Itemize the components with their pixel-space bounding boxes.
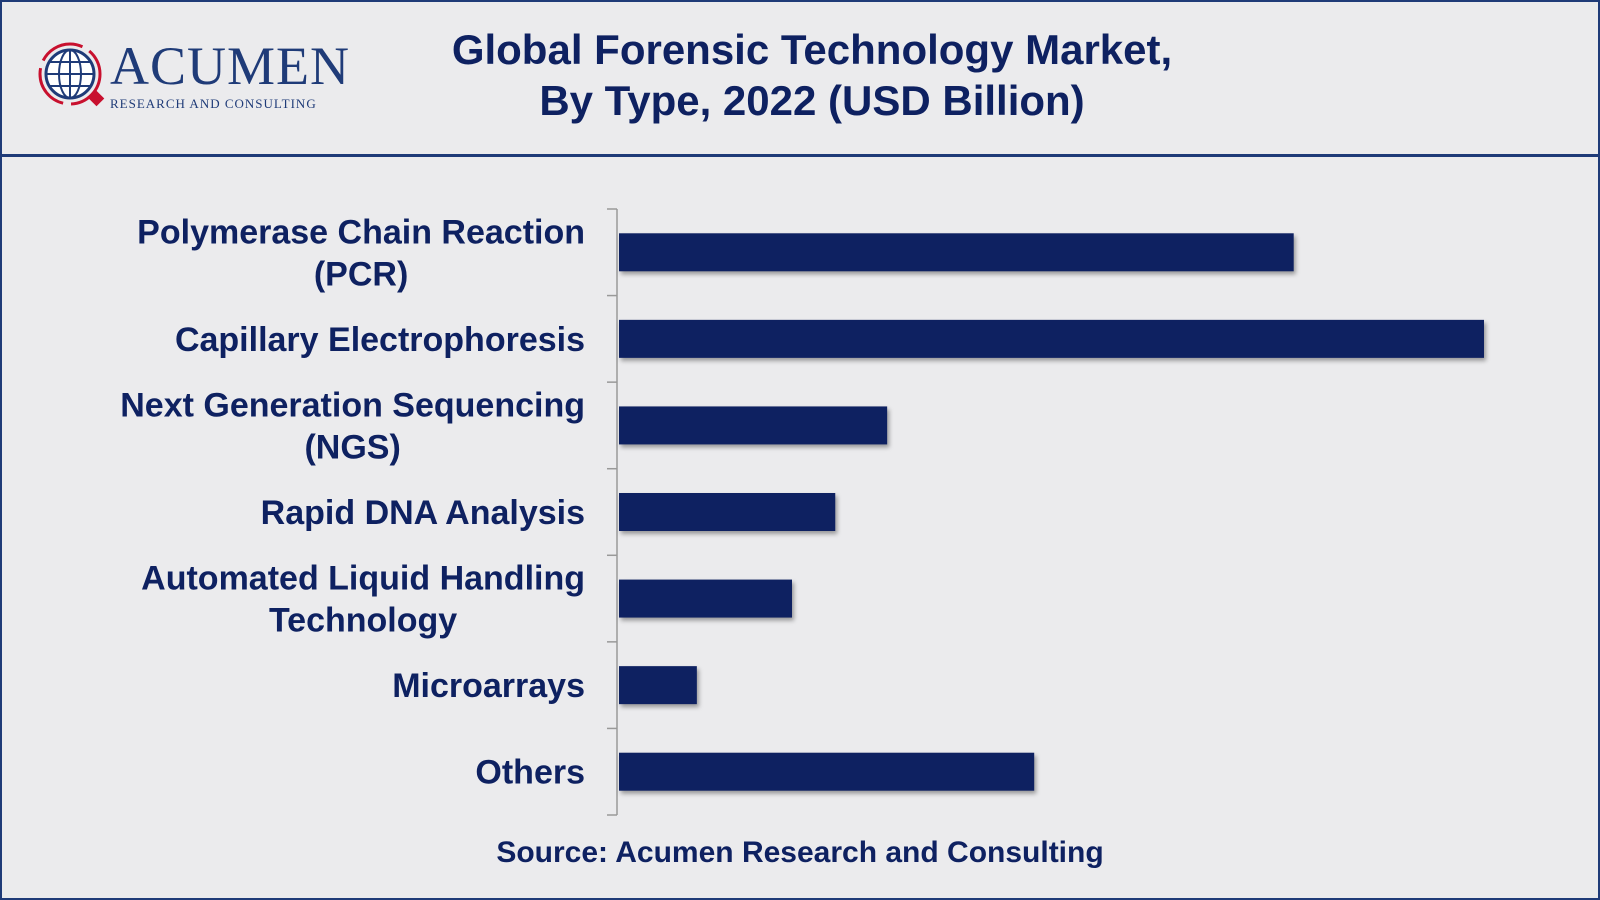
logo-wordmark: ACUMEN xyxy=(110,36,351,96)
category-label: Automated Liquid Handling xyxy=(141,560,585,598)
header: ACUMEN RESEARCH AND CONSULTING Global Fo… xyxy=(2,2,1598,157)
chart-title: Global Forensic Technology Market, By Ty… xyxy=(382,24,1242,126)
category-label: Polymerase Chain Reaction xyxy=(137,213,585,251)
category-label: (NGS) xyxy=(304,428,400,466)
bar xyxy=(619,493,836,531)
bar xyxy=(619,233,1294,272)
bar xyxy=(619,579,792,618)
category-label: Next Generation Sequencing xyxy=(120,386,585,424)
category-label: Capillary Electrophoresis xyxy=(175,321,585,359)
bar xyxy=(619,752,1035,791)
bar xyxy=(619,319,1484,358)
bar xyxy=(619,666,697,705)
acumen-logo: ACUMEN RESEARCH AND CONSULTING xyxy=(36,36,349,112)
source-note: Source: Acumen Research and Consulting xyxy=(496,836,1104,869)
category-label: Microarrays xyxy=(392,667,585,705)
globe-icon xyxy=(38,42,105,107)
logo-subtitle: RESEARCH AND CONSULTING xyxy=(110,96,317,111)
category-label: Others xyxy=(475,754,585,792)
category-label: Rapid DNA Analysis xyxy=(261,494,585,532)
category-label: Technology xyxy=(269,602,457,640)
chart-title-line-1: Global Forensic Technology Market, xyxy=(451,26,1173,73)
chart-title-line-2: By Type, 2022 (USD Billion) xyxy=(539,77,1085,124)
category-label: (PCR) xyxy=(314,255,408,293)
bar xyxy=(619,406,888,445)
